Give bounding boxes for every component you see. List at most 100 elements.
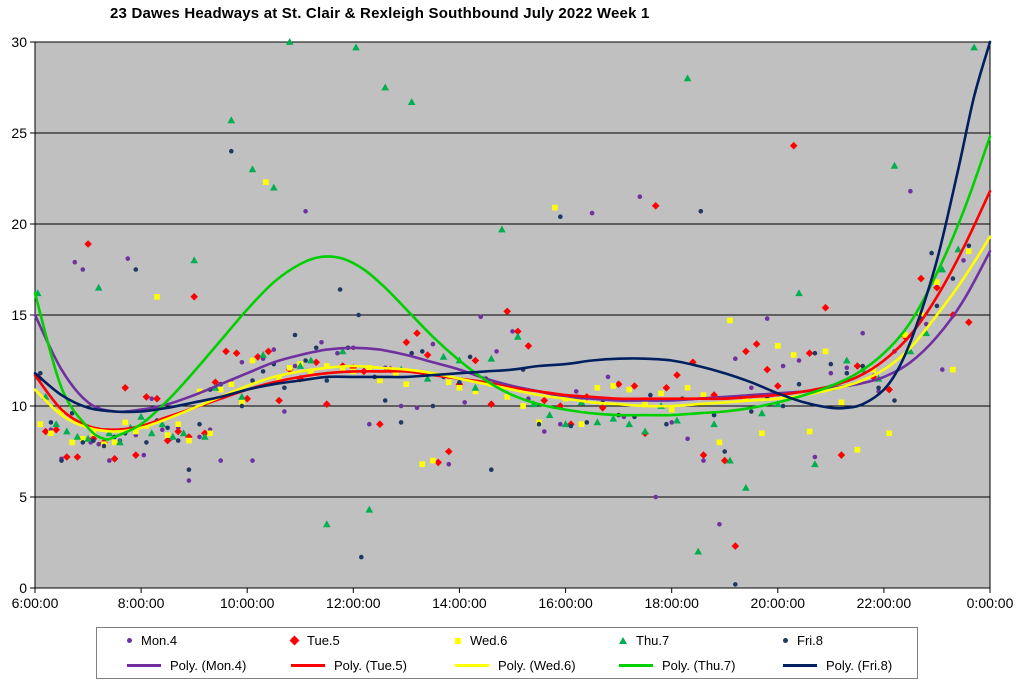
scatter-point <box>359 554 364 560</box>
scatter-point <box>742 483 750 491</box>
scatter-point <box>94 283 103 291</box>
scatter-point <box>303 209 308 214</box>
scatter-point <box>471 383 480 391</box>
scatter-point <box>498 225 506 233</box>
scatter-point <box>63 427 71 435</box>
scatter-point <box>430 341 436 347</box>
scatter-point <box>132 451 140 459</box>
scatter-point <box>589 210 595 216</box>
scatter-point <box>430 403 436 409</box>
y-axis-label: 10 <box>11 398 27 414</box>
scatter-point <box>504 394 510 400</box>
scatter-point <box>323 400 331 408</box>
scatter-point <box>72 259 78 265</box>
scatter-point <box>540 396 549 405</box>
scatter-point <box>111 439 118 446</box>
scatter-point <box>335 350 340 356</box>
scatter-point <box>720 456 729 465</box>
x-axis-label: 16:00:00 <box>538 595 593 611</box>
trendline-poly-wed-6- <box>33 235 992 433</box>
scatter-point <box>520 403 526 409</box>
scatter-point <box>457 380 462 385</box>
scatter-point <box>125 256 131 261</box>
scatter-point <box>153 394 161 403</box>
legend-item-wed6: Wed.6 <box>425 633 589 648</box>
scatter-point <box>175 438 181 443</box>
scatter-point <box>950 276 956 281</box>
x-axis-label: 10:00:00 <box>220 595 275 611</box>
trendline-sample-icon <box>455 664 489 667</box>
scatter-point <box>186 478 192 483</box>
legend-item-poly-thu-7-: Poly. (Thu.7) <box>589 658 753 673</box>
scatter-point <box>105 429 114 437</box>
scatter-point <box>296 362 305 369</box>
scatter-point <box>423 374 432 382</box>
scatter-point <box>154 294 160 300</box>
scatter-point <box>312 358 320 367</box>
scatter-point <box>232 349 241 357</box>
scatter-point <box>84 240 92 248</box>
x-axis-label: 8:00:00 <box>118 595 165 611</box>
scatter-point <box>229 148 234 154</box>
scatter-point <box>561 420 570 428</box>
scatter-point <box>510 329 515 334</box>
y-axis: 0 5 10 15 20 25 30 <box>11 34 35 596</box>
scatter-point <box>594 385 601 391</box>
scatter-point <box>137 412 145 420</box>
scatter-point <box>812 350 818 356</box>
scatter-point <box>642 399 648 406</box>
scatter-point <box>795 289 803 297</box>
scatter-point <box>774 382 782 390</box>
scatter-point <box>853 362 862 370</box>
scatter-point <box>805 349 814 357</box>
scatter-point <box>201 432 209 440</box>
scatter-point <box>243 394 251 403</box>
scatter-point <box>727 317 733 324</box>
scatter-point <box>860 363 865 369</box>
scatter-point <box>542 429 547 434</box>
scatter-point <box>524 342 533 350</box>
legend-item-poly-mon-4-: Poly. (Mon.4) <box>97 658 261 673</box>
scatter-point <box>69 439 75 446</box>
scatter-point <box>731 542 740 550</box>
scatter-point <box>489 467 494 473</box>
scatter-point <box>110 455 119 463</box>
scatter-point <box>367 421 372 427</box>
scatter-point <box>906 347 915 355</box>
scatter-point <box>860 330 865 336</box>
scatter-point <box>121 384 129 392</box>
scatter-point <box>41 427 50 436</box>
scatter-point <box>324 363 330 369</box>
x-axis-label: 6:00:00 <box>12 595 59 611</box>
scatter-point <box>684 385 691 391</box>
scatter-point <box>812 454 818 460</box>
scatter-point <box>970 43 978 51</box>
scatter-point <box>722 449 727 454</box>
scatter-point <box>764 316 770 321</box>
x-axis-label: 22:00:00 <box>857 595 912 611</box>
scatter-point <box>625 420 633 428</box>
scatter-point <box>796 358 802 363</box>
scatter-point <box>933 283 941 292</box>
scatter-point <box>446 379 452 386</box>
scatter-point <box>248 165 257 173</box>
scatter-point <box>190 293 198 301</box>
scatter-point <box>423 351 432 359</box>
scatter-point <box>264 347 273 356</box>
scatter-point <box>902 332 908 338</box>
scatter-point <box>598 404 607 412</box>
scatter-point <box>609 414 618 422</box>
scatter-point <box>185 433 193 441</box>
scatter-point <box>142 393 151 401</box>
scatter-point <box>48 420 54 425</box>
scatter-point <box>249 357 256 364</box>
scatter-point <box>922 329 931 337</box>
scatter-point <box>141 452 147 458</box>
scatter-point <box>685 436 690 442</box>
scatter-point <box>733 582 738 587</box>
legend-label: Mon.4 <box>141 633 178 648</box>
scatter-point <box>716 439 723 446</box>
scatter-point <box>319 340 324 345</box>
scatter-point <box>637 194 643 199</box>
scatter-point <box>536 421 542 427</box>
